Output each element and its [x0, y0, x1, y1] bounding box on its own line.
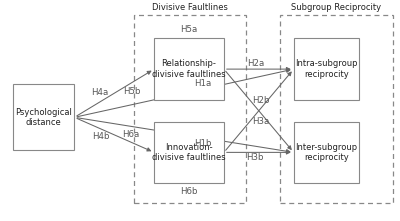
Text: H3a: H3a — [252, 117, 270, 126]
Bar — [154, 122, 224, 183]
Text: H3b: H3b — [246, 153, 264, 162]
Bar — [13, 84, 74, 150]
Text: Inter-subgroup
reciprocity: Inter-subgroup reciprocity — [296, 143, 358, 162]
Text: H5b: H5b — [123, 87, 141, 96]
Text: H4b: H4b — [92, 132, 110, 141]
Bar — [280, 15, 393, 203]
Bar — [294, 38, 360, 100]
Text: H1b: H1b — [194, 139, 212, 148]
Text: H2b: H2b — [252, 96, 270, 105]
Text: H4a: H4a — [91, 88, 108, 97]
Text: H6a: H6a — [122, 130, 140, 139]
Text: Psychological
distance: Psychological distance — [15, 108, 72, 127]
Text: H2a: H2a — [247, 59, 264, 68]
Text: Intra-subgroup
reciprocity: Intra-subgroup reciprocity — [295, 59, 358, 79]
Text: Divisive Faultlines: Divisive Faultlines — [152, 3, 228, 12]
Text: H1a: H1a — [194, 79, 211, 88]
Text: H5a: H5a — [180, 25, 198, 34]
Bar — [134, 15, 246, 203]
Text: H6b: H6b — [180, 187, 198, 196]
Bar — [154, 38, 224, 100]
Bar — [294, 122, 360, 183]
Text: Innovation-
divisive faultlines: Innovation- divisive faultlines — [152, 143, 226, 162]
Text: Subgroup Reciprocity: Subgroup Reciprocity — [292, 3, 382, 12]
Text: Relationship-
divisive faultlines: Relationship- divisive faultlines — [152, 59, 226, 79]
